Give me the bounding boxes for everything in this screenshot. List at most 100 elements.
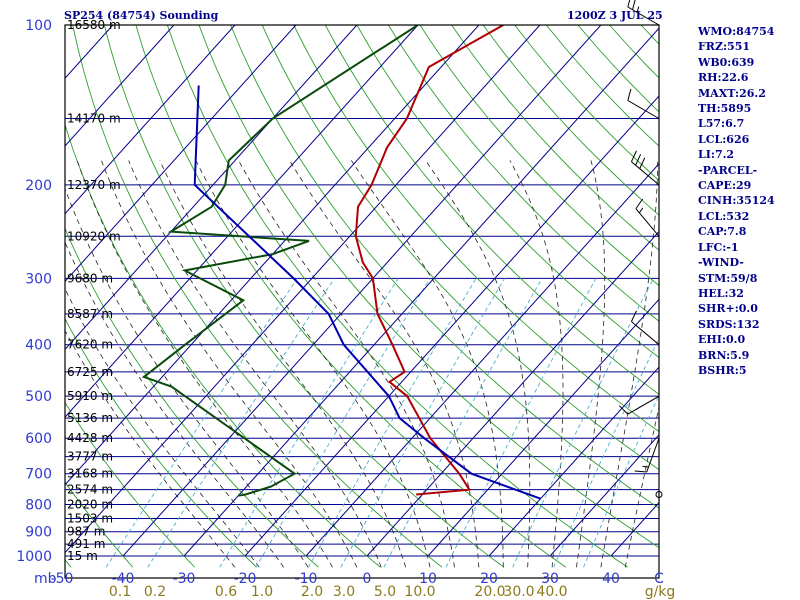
height-label: 3777 m: [67, 450, 113, 464]
isotherm-line: [244, 95, 659, 557]
pressure-tick-label: 100: [25, 18, 52, 34]
dry-adiabat: [419, 25, 659, 287]
height-label: 2574 m: [67, 483, 113, 497]
corner-label: C: [654, 571, 664, 587]
temperature-profile: [354, 25, 504, 496]
diagram-frame: [64, 24, 660, 579]
mixing-ratio-line: [445, 278, 597, 568]
mixing-ratio-line: [105, 278, 298, 568]
dry-adiabat: [65, 227, 319, 568]
isotherm-line: [305, 163, 659, 557]
isotherm-line: [65, 25, 541, 554]
isotherm-line: [65, 25, 297, 283]
index-line: MAXT:26.2: [698, 86, 766, 100]
dry-adiabat: [0, 1, 9, 568]
mixing-ratio-label: 1.0: [251, 584, 273, 600]
dry-adiabat: [387, 25, 659, 322]
height-label: 5136 m: [67, 411, 113, 425]
mixing-ratio-label: 5.0: [374, 584, 396, 600]
pressure-tick-label: 600: [25, 431, 52, 447]
wind-barb: [618, 395, 660, 415]
temperature-tick-label: -50: [51, 571, 74, 587]
moist-adiabat: [101, 160, 358, 568]
index-line: LFC:-1: [698, 240, 739, 254]
index-line: RH:22.6: [698, 71, 749, 85]
pressure-tick-label: 700: [25, 467, 52, 483]
wind-barb: [630, 150, 660, 186]
mixing-ratio-line: [583, 394, 659, 568]
temperature-tick-label: -10: [295, 571, 318, 587]
dry-adiabat: [230, 25, 659, 509]
temperature-tick-label: 20: [480, 571, 498, 587]
isotherm-line: [427, 298, 659, 557]
moist-adiabat: [65, 187, 309, 568]
index-line: BRN:5.9: [698, 348, 750, 362]
dry-adiabat: [261, 25, 659, 471]
index-line: SRDS:132: [698, 317, 760, 331]
index-line: WMO:84754: [698, 25, 775, 38]
dry-adiabat: [356, 25, 659, 359]
mixing-ratio-line: [512, 278, 654, 568]
dry-adiabat: [198, 25, 659, 549]
dry-adiabat: [103, 25, 505, 568]
mixing-ratio-label: 0.1: [109, 584, 131, 600]
mixing-ratio-label: 40.0: [536, 584, 567, 600]
isotherm-line: [65, 25, 419, 418]
profile-lines: [141, 25, 541, 500]
moist-adiabat: [289, 160, 480, 568]
dry-adiabat: [65, 123, 381, 568]
index-line: -PARCEL-: [698, 163, 758, 177]
height-label: 15 m: [67, 549, 98, 563]
dry-adiabat: [65, 317, 257, 568]
parcel-profile: [193, 85, 541, 500]
index-line: -WIND-: [698, 256, 744, 270]
height-label: 8587 m: [67, 307, 113, 321]
height-label: 4428 m: [67, 431, 113, 445]
moist-adiabat: [425, 160, 531, 568]
sounding-title: SP254 (84754) Sounding: [64, 9, 219, 22]
wind-barb: [630, 310, 660, 346]
index-line: L57:6.7: [698, 117, 745, 131]
index-line: LCL:532: [698, 209, 750, 223]
height-label: 7620 m: [67, 338, 113, 352]
index-line: BSHR:5: [698, 363, 747, 377]
moist-adiabat: [76, 160, 333, 568]
temperature-tick-label: -40: [112, 571, 135, 587]
pressure-tick-label: 200: [25, 178, 52, 194]
height-label: 14170 m: [67, 112, 121, 126]
dry-adiabat: [166, 25, 628, 568]
dry-adiabat: [135, 25, 567, 568]
index-line: SHR+:0.0: [698, 302, 758, 316]
isotherm-line: [65, 25, 175, 147]
dry-adiabat: [324, 25, 659, 395]
moist-adiabat: [238, 160, 455, 568]
dry-adiabat: [451, 25, 659, 251]
isotherm-line: [65, 25, 236, 215]
temperature-tick-label: 0: [363, 571, 372, 587]
index-line: CAPE:29: [698, 179, 752, 193]
moist-adiabat: [195, 160, 431, 568]
mixing-ratio-label: 0.2: [144, 584, 166, 600]
height-label: 987 m: [67, 525, 105, 539]
index-line: STM:59/8: [698, 271, 758, 285]
mixing-ratio-line: [147, 278, 335, 568]
dry-adiabat: [293, 25, 659, 433]
index-line: FRZ:551: [698, 40, 751, 54]
wind-barbs: [618, 0, 663, 499]
moist-adiabat: [509, 160, 564, 568]
wind-barb: [635, 198, 660, 237]
mixing-ratio-label: 0.6: [215, 584, 237, 600]
mixing-ratio-line: [553, 337, 659, 568]
moist-adiabat: [65, 287, 260, 568]
index-line: CAP:7.8: [698, 225, 747, 239]
temperature-tick-label: -30: [173, 571, 196, 587]
isotherm-line: [65, 25, 358, 351]
wind-barb: [627, 0, 660, 26]
height-label: 6725 m: [67, 365, 113, 379]
mixing-ratio-label: 3.0: [333, 584, 355, 600]
isotherm-line: [549, 434, 659, 557]
moist-adiabat: [600, 160, 659, 568]
x-unit-label: mb: [34, 571, 57, 587]
